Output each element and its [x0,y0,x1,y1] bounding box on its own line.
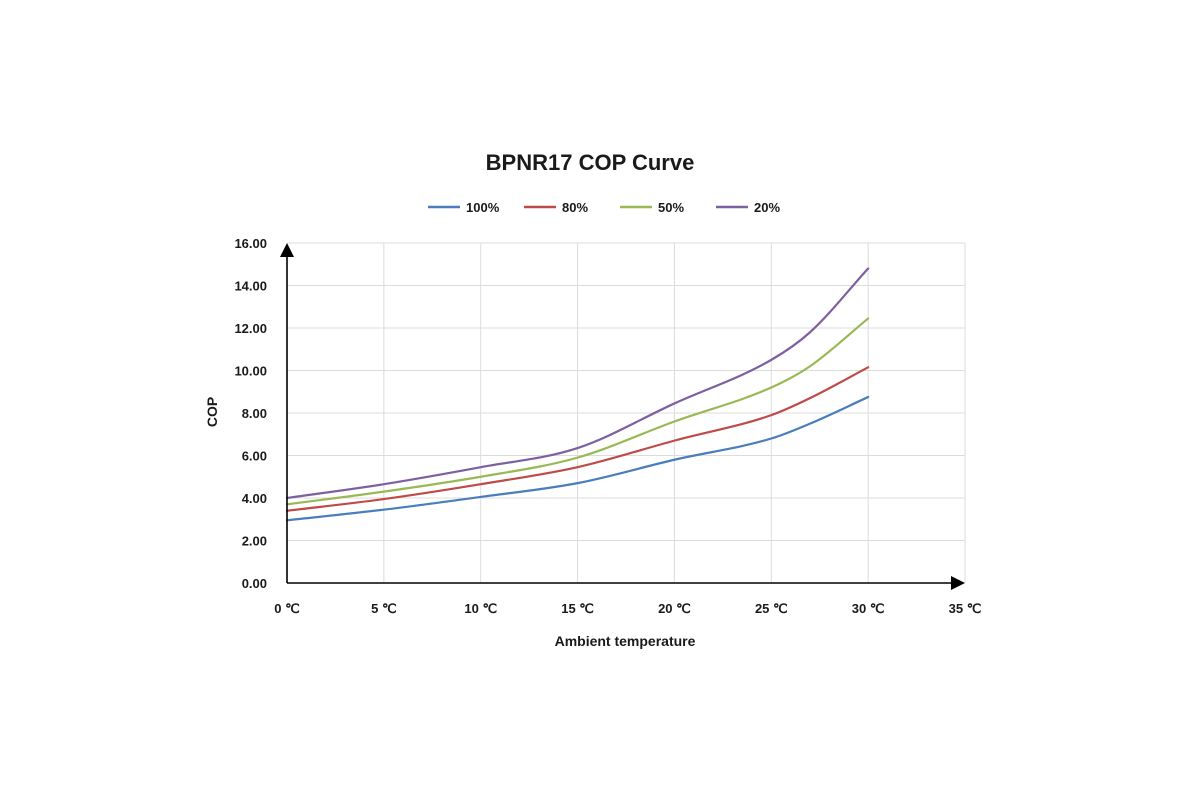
legend-item: 100% [428,200,500,215]
y-tick-label: 4.00 [242,491,267,506]
chart-title: BPNR17 COP Curve [486,150,695,175]
x-tick-label: 25 ℃ [755,601,788,616]
y-tick-labels: 0.00 2.00 4.00 6.00 8.00 10.00 12.00 14.00 16.00 [234,236,267,591]
legend-item: 50% [620,200,684,215]
legend-label: 100% [466,200,500,215]
y-tick-label: 16.00 [234,236,267,251]
legend-label: 50% [658,200,684,215]
y-tick-label: 2.00 [242,534,267,549]
x-tick-label: 20 ℃ [658,601,691,616]
y-tick-label: 0.00 [242,576,267,591]
legend-item: 20% [716,200,780,215]
x-tick-label: 10 ℃ [464,601,497,616]
series-line-50-pct [285,317,870,506]
y-tick-label: 6.00 [242,449,267,464]
gridlines [287,242,966,583]
series-line-20-pct [285,267,870,500]
y-tick-label: 10.00 [234,364,267,379]
x-tick-labels: 0 ℃ 5 ℃ 10 ℃ 15 ℃ 20 ℃ 25 ℃ 30 ℃ 35 ℃ [274,601,981,616]
series-line-80-pct [285,366,870,512]
legend-label: 20% [754,200,780,215]
y-axis-label: COP [204,397,220,427]
y-axis-arrow [280,243,294,257]
x-axis-label: Ambient temperature [555,633,696,649]
x-axis-arrow [951,576,965,590]
legend-item: 80% [524,200,588,215]
y-tick-label: 12.00 [234,321,267,336]
x-tick-label: 5 ℃ [371,601,396,616]
axes [280,243,965,590]
series-line-100-pct [285,395,870,522]
y-tick-label: 8.00 [242,406,267,421]
x-tick-label: 30 ℃ [852,601,885,616]
legend-label: 80% [562,200,588,215]
x-tick-label: 35 ℃ [949,601,982,616]
x-tick-label: 15 ℃ [561,601,594,616]
y-tick-label: 14.00 [234,279,267,294]
legend: 100% 80% 50% 20% [428,200,780,215]
series-layer [285,267,870,522]
x-tick-label: 0 ℃ [274,601,299,616]
